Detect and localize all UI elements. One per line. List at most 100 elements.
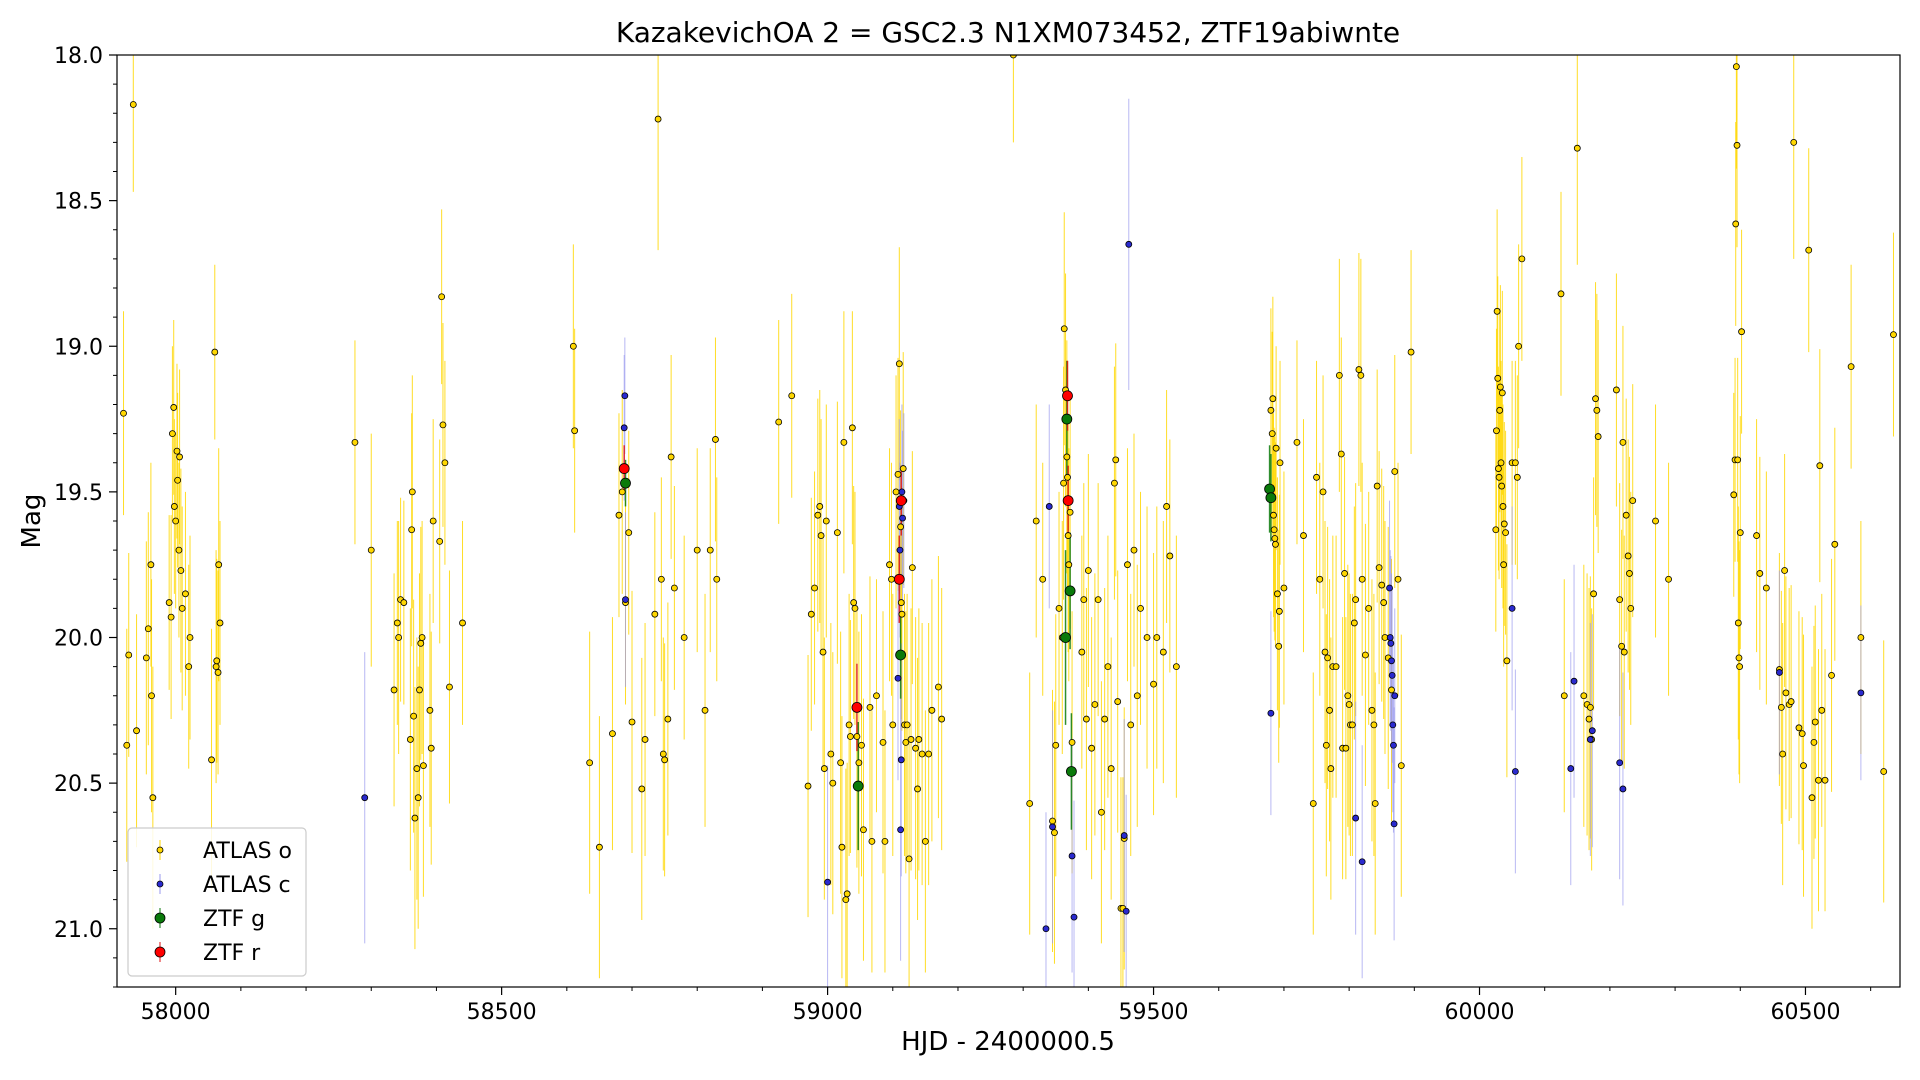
data-point [1309, 800, 1317, 807]
legend-label: ATLAS c [203, 873, 291, 898]
data-point [1880, 768, 1888, 775]
data-point [1738, 328, 1745, 336]
data-point [173, 447, 181, 455]
data-point [1066, 508, 1074, 516]
data-point [1150, 680, 1157, 688]
data-point [615, 511, 623, 519]
data-point [860, 826, 867, 834]
data-point [1734, 619, 1742, 627]
data-point [212, 663, 220, 671]
data-point [1357, 371, 1365, 379]
data-point [1270, 511, 1277, 519]
data-point [149, 794, 157, 802]
data-point [1120, 832, 1128, 839]
data-point [837, 759, 845, 767]
data-point [441, 459, 449, 467]
data-point [938, 715, 946, 723]
data-point [1375, 564, 1383, 571]
data-point [1045, 503, 1053, 510]
data-point [1267, 406, 1275, 414]
data-point [1039, 575, 1047, 583]
data-point [1495, 465, 1502, 472]
data-point [1335, 371, 1343, 379]
data-point [680, 634, 688, 641]
data-point [1272, 444, 1280, 452]
data-point [628, 718, 636, 726]
data-point [1063, 453, 1071, 461]
data-point [1337, 450, 1345, 458]
data-point [361, 794, 369, 802]
data-point [1492, 526, 1500, 534]
data-point [620, 424, 628, 432]
data-point [888, 575, 895, 583]
data-point [1588, 727, 1596, 735]
data-point [1626, 570, 1633, 577]
data-point [569, 342, 577, 350]
data-point [712, 436, 719, 443]
data-point [811, 584, 818, 592]
data-point [1344, 692, 1352, 700]
data-point [1831, 540, 1839, 548]
data-point [1322, 741, 1330, 749]
data-point [788, 392, 796, 400]
data-point [1084, 567, 1092, 574]
data-point [621, 392, 629, 400]
data-point [897, 523, 905, 531]
data-point [1380, 599, 1388, 606]
data-point [833, 529, 841, 537]
data-point [1270, 526, 1278, 534]
data-point [410, 712, 418, 720]
data-point [1627, 604, 1635, 612]
data-point [1060, 479, 1067, 487]
data-point [418, 634, 426, 641]
data-point [1734, 456, 1742, 464]
data-points [120, 55, 1897, 933]
data-point [1368, 706, 1376, 714]
data-point [177, 567, 185, 574]
data-point [586, 759, 594, 767]
data-point [1064, 473, 1071, 481]
data-point [1026, 800, 1034, 807]
data-point [1052, 741, 1060, 749]
data-point [459, 619, 466, 627]
data-point [895, 360, 903, 368]
data-point [1265, 492, 1277, 504]
data-point [215, 561, 223, 569]
data-point [427, 744, 435, 752]
data-point [1618, 642, 1626, 650]
y-tick-label: 21.0 [54, 918, 103, 943]
data-point [436, 537, 444, 545]
data-point [807, 610, 815, 618]
data-point [165, 599, 173, 606]
data-point [123, 741, 131, 749]
data-point [843, 890, 851, 898]
data-point [894, 470, 902, 478]
data-point [1114, 698, 1122, 705]
data-point [1388, 671, 1396, 679]
data-point [1064, 532, 1072, 539]
data-point [438, 293, 446, 301]
data-point [1781, 567, 1789, 574]
data-point [439, 421, 447, 429]
data-point [775, 418, 783, 426]
data-point [1613, 386, 1620, 394]
data-point [367, 546, 375, 554]
data-point [1130, 546, 1138, 554]
data-point [858, 741, 865, 749]
data-point [406, 736, 414, 743]
data-point [641, 736, 649, 743]
data-point [167, 613, 175, 621]
data-point [1061, 413, 1073, 425]
data-point [1104, 663, 1112, 671]
data-point [898, 488, 906, 496]
x-tick-label: 59500 [1119, 1000, 1189, 1025]
data-point [713, 575, 721, 583]
data-point [921, 837, 929, 845]
data-point [1508, 604, 1516, 612]
data-point [898, 610, 906, 618]
data-point [701, 706, 709, 714]
data-point [420, 762, 427, 770]
data-point [851, 604, 859, 612]
